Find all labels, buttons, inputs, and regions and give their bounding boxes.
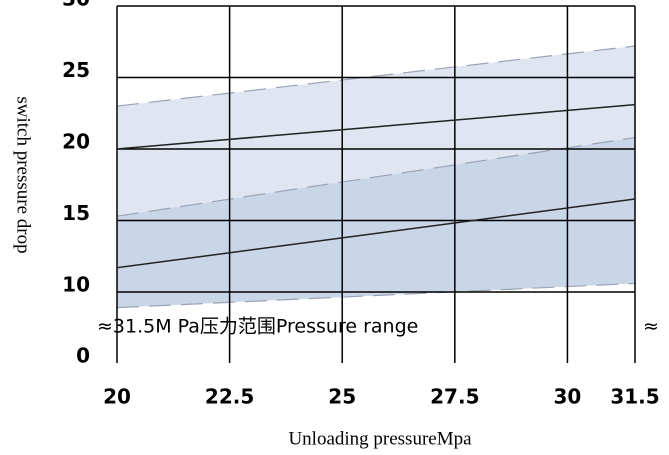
band-edge [116,45,636,107]
x-tick-label: 25 [328,385,356,409]
y-tick-label: 25 [62,58,90,82]
annotation: ≈31.5M Pa压力范围Pressure range [97,316,418,338]
y-tick-label: 0 [76,344,90,368]
x-tick-label: 27.5 [430,385,479,409]
band [117,137,635,308]
y-axis-title: switch pressure drop [13,96,34,253]
y-tick-label: 20 [62,130,90,154]
y-tick-label: 30 [62,0,90,11]
line [116,103,636,150]
x-tick-label: 22.5 [205,385,254,409]
x-tick-label: 20 [103,385,131,409]
y-tick-label: 15 [62,201,90,225]
x-tick-label: 31.5 [610,385,659,409]
band-edge [116,282,636,309]
band-edge [116,136,636,217]
line [116,198,636,269]
x-tick-label: 30 [554,385,582,409]
annotation: ≈ [643,316,659,338]
y-tick-label: 10 [62,273,90,297]
x-axis-title: Unloading pressureMpa [288,428,472,449]
